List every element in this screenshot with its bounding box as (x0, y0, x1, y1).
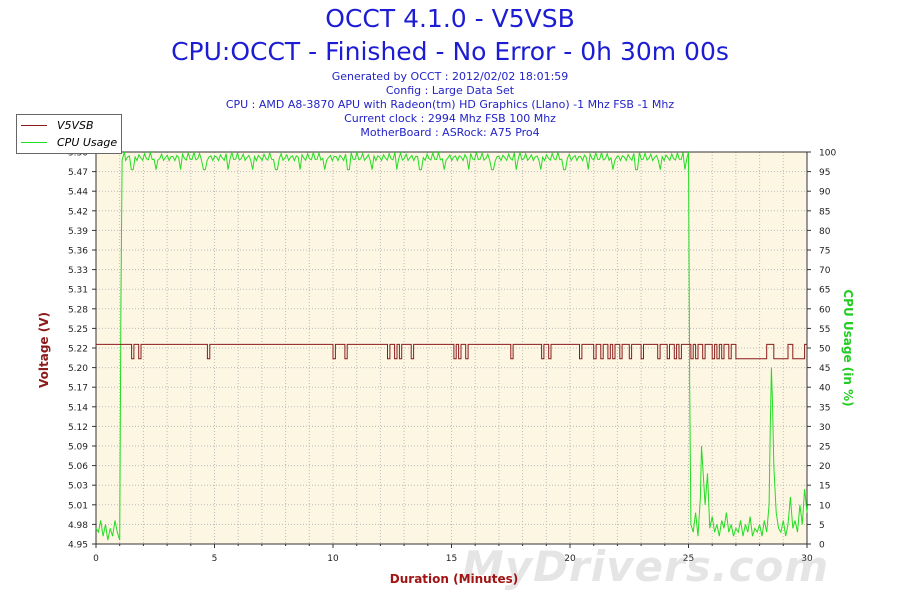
y-tick-label-left: 5.44 (68, 188, 88, 198)
y2-tick-label-right: 95 (819, 168, 830, 178)
y2-tick-label-right: 10 (819, 501, 831, 511)
x-tick-label: 30 (801, 554, 813, 564)
y2-tick-label-right: 20 (819, 462, 831, 472)
x-tick-label: 15 (446, 554, 457, 564)
y-tick-label-left: 4.95 (68, 541, 88, 551)
y2-tick-label-right: 60 (819, 305, 831, 315)
legend: V5VSB CPU Usage (16, 114, 122, 154)
y2-tick-label-right: 25 (819, 443, 830, 453)
y-axis-label-left: Voltage (V) (37, 312, 51, 388)
y-tick-label-left: 5.20 (68, 364, 88, 374)
y-tick-label-left: 5.42 (68, 207, 88, 217)
y-tick-label-left: 5.47 (68, 168, 88, 178)
info-generated: Generated by OCCT : 2012/02/02 18:01:59 (331, 70, 569, 83)
legend-swatch-voltage (21, 124, 47, 126)
x-tick-label: 25 (683, 554, 694, 564)
y2-tick-label-right: 55 (819, 325, 830, 335)
y2-tick-label-right: 35 (819, 403, 830, 413)
y2-tick-label-right: 100 (819, 149, 836, 159)
y2-tick-label-right: 5 (819, 521, 825, 531)
x-tick-label: 10 (327, 554, 339, 564)
y2-tick-label-right: 45 (819, 364, 830, 374)
x-tick-label: 20 (564, 554, 576, 564)
y-tick-label-left: 4.98 (68, 521, 88, 531)
plot-border (95, 151, 808, 545)
y2-tick-label-right: 75 (819, 247, 830, 257)
info-motherboard: MotherBoard : ASRock: A75 Pro4 (360, 126, 540, 139)
y-tick-label-left: 5.31 (68, 286, 88, 296)
y-axis-label-right: CPU Usage (in %) (841, 289, 855, 407)
legend-item-cpu: CPU Usage (21, 134, 117, 150)
info-config: Config : Large Data Set (385, 84, 515, 97)
y2-tick-label-right: 85 (819, 207, 830, 217)
legend-label-cpu: CPU Usage (57, 135, 118, 149)
y2-tick-label-right: 30 (819, 423, 831, 433)
y-tick-label-left: 5.22 (68, 345, 88, 355)
x-tick-label: 5 (212, 554, 218, 564)
legend-swatch-cpu (21, 141, 47, 143)
y2-tick-label-right: 80 (819, 227, 831, 237)
y-tick-label-left: 5.28 (68, 305, 88, 315)
series-line-v5vsb (96, 343, 807, 360)
x-axis-label: Duration (Minutes) (389, 572, 519, 586)
y-tick-label-left: 5.39 (68, 227, 88, 237)
legend-label-voltage: V5VSB (57, 118, 94, 132)
y2-tick-label-right: 50 (819, 345, 831, 355)
y-tick-label-left: 5.12 (68, 423, 88, 433)
watermark: MyDrivers.com (462, 542, 830, 591)
series-line-cpu-usage (95, 150, 808, 541)
y2-tick-label-right: 15 (819, 482, 830, 492)
y-tick-label-left: 5.14 (68, 403, 88, 413)
y-tick-label-left: 5.06 (68, 462, 88, 472)
x-tick-label: 0 (93, 554, 99, 564)
y-tick-label-left: 5.01 (68, 501, 88, 511)
y2-tick-label-right: 65 (819, 286, 830, 296)
y-tick-label-left: 5.25 (68, 325, 88, 335)
chart-title: OCCT 4.1.0 - V5VSB (325, 4, 575, 33)
info-clock: Current clock : 2994 Mhz FSB 100 Mhz (344, 112, 556, 125)
y2-tick-label-right: 90 (819, 188, 831, 198)
chart-subtitle: CPU:OCCT - Finished - No Error - 0h 30m … (171, 37, 729, 66)
y2-tick-label-right: 70 (819, 266, 831, 276)
info-cpu: CPU : AMD A8-3870 APU with Radeon(tm) HD… (225, 98, 675, 111)
y-tick-label-left: 5.36 (68, 247, 88, 257)
y-tick-label-left: 5.33 (68, 266, 88, 276)
legend-item-voltage: V5VSB (21, 117, 94, 133)
y-tick-label-left: 5.09 (68, 443, 88, 453)
y-tick-label-left: 5.03 (68, 482, 88, 492)
y2-tick-label-right: 0 (819, 541, 825, 551)
y2-tick-label-right: 40 (819, 384, 831, 394)
y-tick-label-left: 5.17 (68, 384, 88, 394)
